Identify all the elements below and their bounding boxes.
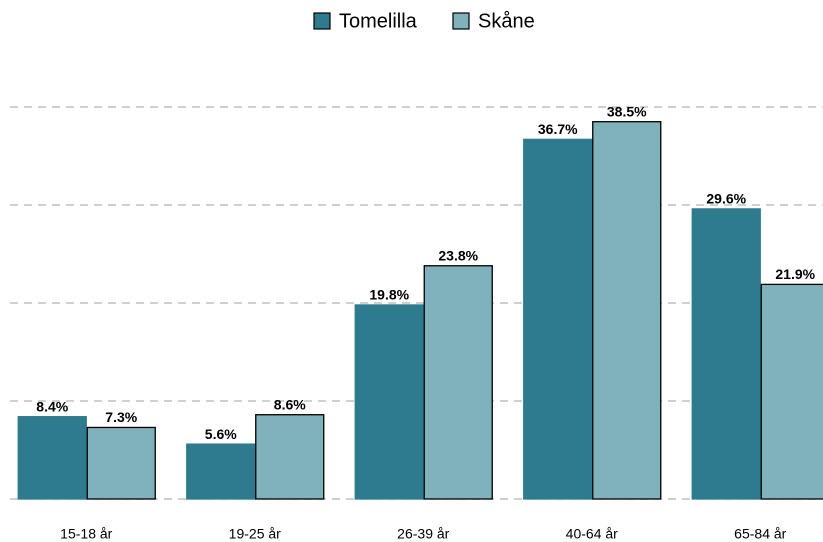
bar xyxy=(423,265,493,500)
legend-label: Tomelilla xyxy=(339,10,418,32)
x-tick-label: 65-84 år xyxy=(734,526,786,542)
bar xyxy=(592,121,662,500)
bar xyxy=(523,138,593,500)
bar xyxy=(691,208,761,500)
bar xyxy=(186,443,256,500)
value-label: 19.8% xyxy=(369,287,409,303)
value-label: 21.9% xyxy=(775,266,815,282)
x-tick-label: 26-39 år xyxy=(397,526,449,542)
legend-swatch xyxy=(313,12,331,30)
bar xyxy=(255,414,325,500)
bar xyxy=(17,416,87,500)
x-tick-label: 15-18 år xyxy=(60,526,112,542)
bar xyxy=(354,304,424,500)
value-label: 7.3% xyxy=(105,409,137,425)
x-tick-label: 40-64 år xyxy=(566,526,618,542)
value-label: 23.8% xyxy=(438,247,478,263)
bar xyxy=(86,426,156,500)
x-tick-label: 19-25 år xyxy=(229,526,281,542)
value-label: 8.4% xyxy=(36,398,68,414)
value-label: 38.5% xyxy=(607,103,647,119)
value-label: 5.6% xyxy=(205,426,237,442)
value-label: 29.6% xyxy=(706,191,746,207)
bar xyxy=(760,283,823,500)
legend-label: Skåne xyxy=(478,10,535,32)
value-label: 36.7% xyxy=(538,121,578,137)
legend-swatch xyxy=(452,12,470,30)
value-label: 8.6% xyxy=(274,396,306,412)
